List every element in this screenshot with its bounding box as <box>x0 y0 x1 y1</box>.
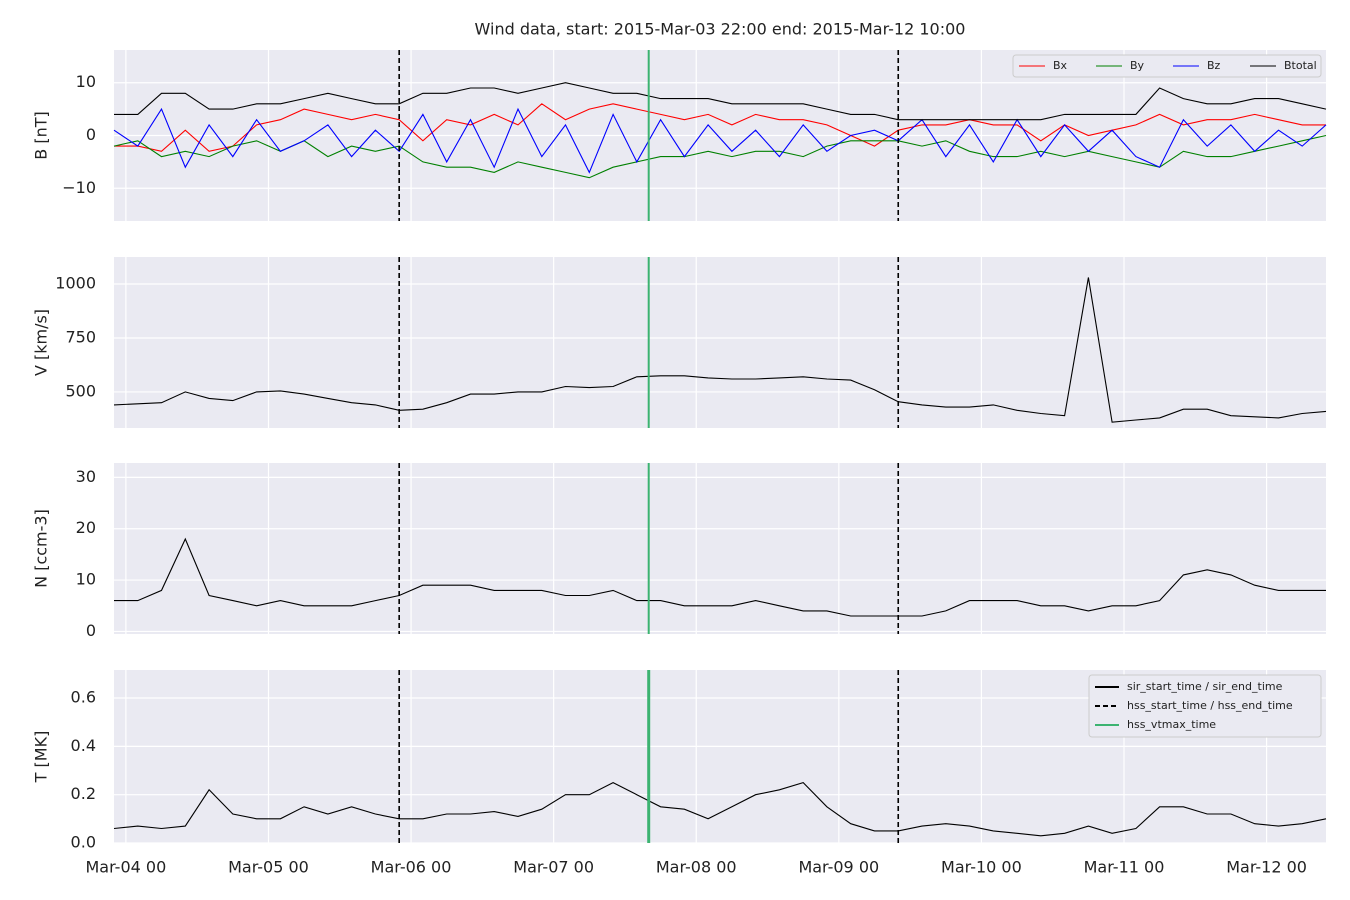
y-tick-label: 0 <box>86 621 96 640</box>
y-axis-label: T [MK] <box>32 731 51 784</box>
y-tick-label: 10 <box>76 570 96 589</box>
y-tick-label: 0.6 <box>71 688 96 707</box>
y-tick-label: 30 <box>76 467 96 486</box>
plot-background <box>114 463 1326 634</box>
data-line <box>113 134 1327 179</box>
legend-box <box>1012 54 1322 78</box>
legend-label: hss_vtmax_time <box>1127 718 1216 731</box>
x-tick-label: Mar-04 00 <box>86 858 167 877</box>
data-line <box>113 277 1327 423</box>
y-tick-label: 0.0 <box>71 833 96 852</box>
y-tick-label: 0.4 <box>71 736 96 755</box>
legend-label: sir_start_time / sir_end_time <box>1127 680 1283 693</box>
legend-label: Bx <box>1053 59 1068 72</box>
legend-label: Bz <box>1207 59 1221 72</box>
y-tick-label: 0 <box>86 125 96 144</box>
y-axis-label: N [ccm-3] <box>32 509 51 588</box>
y-tick-label: 750 <box>65 327 96 346</box>
x-tick-label: Mar-05 00 <box>228 858 309 877</box>
y-tick-label: 1000 <box>55 273 96 292</box>
data-line <box>113 107 1327 174</box>
x-tick-label: Mar-11 00 <box>1084 858 1165 877</box>
x-tick-label: Mar-06 00 <box>371 858 452 877</box>
data-line <box>114 103 1326 152</box>
y-tick-label: 10 <box>76 72 96 91</box>
x-tick-label: Mar-08 00 <box>656 858 737 877</box>
y-tick-label: 20 <box>76 518 96 537</box>
data-line <box>113 781 1327 837</box>
data-line <box>114 537 1326 617</box>
legend-box <box>1088 674 1322 738</box>
y-tick-label: 500 <box>65 381 96 400</box>
data-line <box>114 82 1327 121</box>
x-tick-label: Mar-09 00 <box>798 858 879 877</box>
x-tick-label: Mar-10 00 <box>941 858 1022 877</box>
plot-background <box>114 257 1326 428</box>
chart-title: Wind data, start: 2015-Mar-03 22:00 end:… <box>475 20 966 39</box>
legend-label: hss_start_time / hss_end_time <box>1127 699 1293 712</box>
y-axis-label: V [km/s] <box>32 309 51 376</box>
y-tick-label: 0.2 <box>71 784 96 803</box>
legend-label: Btotal <box>1284 59 1317 72</box>
x-tick-label: Mar-12 00 <box>1226 858 1307 877</box>
y-tick-label: −10 <box>62 178 96 197</box>
legend-label: By <box>1130 59 1145 72</box>
x-tick-label: Mar-07 00 <box>513 858 594 877</box>
y-axis-label: B [nT] <box>32 111 51 159</box>
